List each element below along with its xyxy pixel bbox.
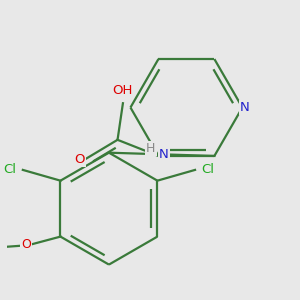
Text: O: O (21, 238, 31, 250)
Text: N: N (240, 101, 249, 114)
Text: H: H (146, 142, 156, 155)
Text: O: O (75, 153, 85, 166)
Text: OH: OH (113, 84, 133, 97)
Text: N: N (159, 148, 169, 161)
Text: Cl: Cl (202, 164, 214, 176)
Text: Cl: Cl (3, 164, 16, 176)
